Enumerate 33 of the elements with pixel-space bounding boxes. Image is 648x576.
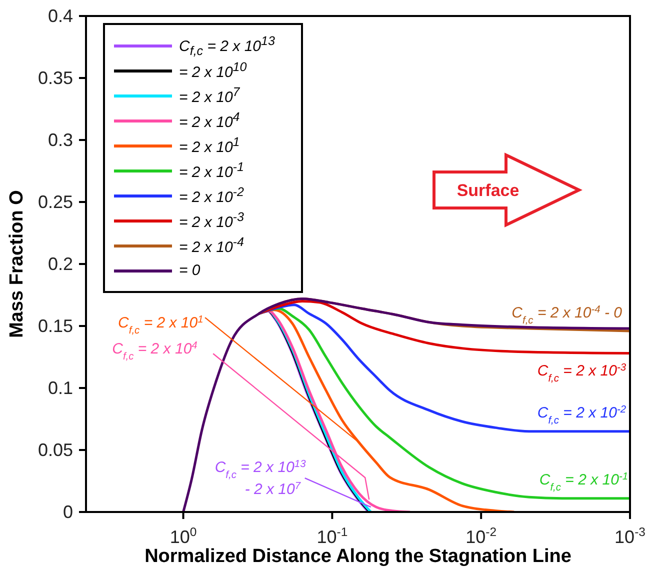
x-axis-title: Normalized Distance Along the Stagnation Line — [144, 546, 572, 567]
legend-label: = 2 x 10$^{4}$ — [179, 110, 241, 131]
y-tick-label: 0.1 — [48, 378, 73, 398]
x-tick-label: 10$^{-1}$ — [316, 525, 348, 547]
annotation: C$_{f,c}$ = 2 x 10$^{13}$ - 2 x 10$^{7}$ — [214, 458, 306, 498]
x-tick-label: 10$^{-3}$ — [614, 525, 646, 547]
x-tick-label: 10$^{-2}$ — [466, 525, 497, 547]
legend-label: = 2 x 10$^{-1}$ — [179, 160, 245, 181]
y-tick-label: 0.3 — [48, 130, 73, 150]
annotation: C$_{f,c}$ = 2 x 10$^{4}$ — [112, 340, 198, 362]
legend-label: = 2 x 10$^{-2}$ — [179, 185, 245, 206]
annotation: C$_{f,c}$ = 2 x 10$^{-4}$ - 0 — [512, 304, 623, 326]
y-tick-label: 0 — [62, 502, 73, 522]
y-axis-title: Mass Fraction O — [6, 190, 28, 338]
annotation: Surface — [456, 181, 520, 200]
y-tick-label: 0.2 — [48, 254, 73, 274]
y-tick-label: 0.25 — [38, 192, 73, 212]
legend-label: = 2 x 10$^{1}$ — [179, 135, 241, 156]
legend-label: = 0 — [179, 262, 202, 279]
legend-label: = 2 x 10$^{10}$ — [179, 60, 248, 81]
y-tick-label: 0.05 — [38, 440, 73, 460]
y-tick-label: 0.4 — [48, 6, 73, 26]
legend-label: C$_{f,c}$ = 2 x 10$^{13}$ — [179, 34, 276, 58]
annotation: C$_{f,c}$ = 2 x 10$^{1}$ — [118, 314, 204, 336]
legend-label: = 2 x 10$^{7}$ — [179, 85, 241, 106]
legend-label: = 2 x 10$^{-3}$ — [179, 210, 245, 231]
legend-label: = 2 x 10$^{-4}$ — [179, 235, 245, 256]
annotation: C$_{f,c}$ = 2 x 10$^{-2}$ — [537, 404, 626, 426]
y-tick-label: 0.35 — [38, 68, 73, 88]
x-tick-label: 10$^{0}$ — [170, 525, 197, 547]
annotation: C$_{f,c}$ = 2 x 10$^{-1}$ — [539, 470, 628, 493]
annotation: C$_{f,c}$ = 2 x 10$^{-3}$ — [537, 362, 626, 384]
y-tick-label: 0.15 — [38, 316, 73, 336]
